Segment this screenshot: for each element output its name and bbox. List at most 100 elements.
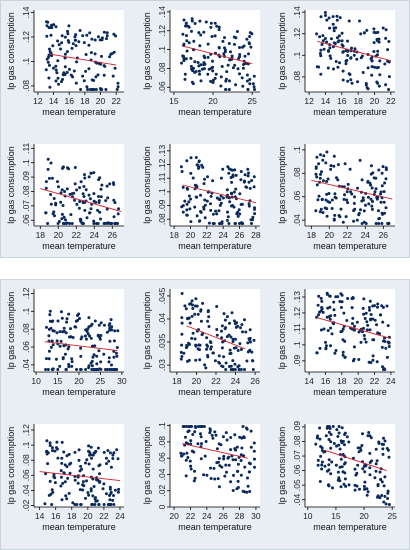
data-point bbox=[219, 194, 223, 198]
data-point bbox=[340, 441, 344, 445]
data-point bbox=[92, 219, 96, 223]
y-axis-title: lp gas consumption bbox=[142, 427, 152, 505]
data-point bbox=[183, 77, 187, 81]
data-point bbox=[87, 43, 91, 47]
data-point bbox=[181, 204, 185, 208]
data-point bbox=[211, 78, 215, 82]
data-point bbox=[252, 175, 256, 179]
x-axis-title: mean temperature bbox=[313, 241, 387, 251]
data-point bbox=[336, 295, 340, 299]
data-point bbox=[320, 460, 324, 464]
data-point bbox=[100, 54, 103, 58]
y-tick-label: .12 bbox=[157, 158, 167, 170]
x-tick-label: 22 bbox=[186, 511, 196, 521]
y-tick-label: .12 bbox=[21, 424, 31, 436]
data-point bbox=[376, 65, 380, 69]
data-point bbox=[332, 154, 336, 158]
data-point bbox=[63, 352, 67, 356]
data-point bbox=[112, 494, 115, 497]
data-point bbox=[248, 82, 252, 86]
data-point bbox=[181, 32, 185, 36]
data-point bbox=[206, 55, 210, 59]
x-tick-label: 12 bbox=[33, 96, 43, 106]
data-point bbox=[315, 32, 319, 36]
data-point bbox=[361, 306, 365, 310]
data-point bbox=[325, 292, 329, 296]
data-point bbox=[362, 334, 366, 337]
data-point bbox=[213, 477, 217, 481]
data-point bbox=[194, 344, 198, 348]
data-point bbox=[381, 320, 385, 324]
data-point bbox=[353, 488, 357, 492]
data-point bbox=[209, 477, 213, 480]
y-tick-label: .12 bbox=[21, 287, 31, 299]
data-point bbox=[359, 56, 363, 60]
data-point bbox=[210, 433, 214, 437]
data-point bbox=[370, 65, 374, 69]
y-tick-label: .12 bbox=[157, 25, 167, 37]
data-point bbox=[78, 488, 82, 492]
data-point bbox=[55, 331, 59, 335]
data-point bbox=[192, 479, 196, 483]
data-point bbox=[48, 63, 51, 67]
data-point bbox=[371, 358, 375, 362]
y-axis-title: lp gas consumption bbox=[6, 12, 16, 90]
data-point bbox=[60, 188, 64, 192]
data-point bbox=[116, 81, 120, 85]
data-point bbox=[252, 338, 256, 342]
data-point bbox=[54, 68, 58, 72]
data-point bbox=[318, 346, 322, 350]
data-point bbox=[378, 73, 382, 77]
x-axis-title: mean temperature bbox=[42, 522, 116, 532]
data-point bbox=[108, 322, 112, 326]
data-point bbox=[344, 62, 348, 66]
data-point bbox=[99, 360, 103, 364]
data-point bbox=[340, 329, 344, 333]
data-point bbox=[321, 310, 325, 314]
data-point bbox=[217, 360, 221, 364]
data-point bbox=[218, 222, 222, 225]
data-point bbox=[190, 314, 194, 318]
data-point bbox=[218, 203, 222, 207]
data-point bbox=[234, 346, 238, 350]
data-point bbox=[187, 358, 191, 362]
data-point bbox=[382, 436, 385, 440]
data-point bbox=[63, 35, 67, 39]
fit-line-4 bbox=[40, 188, 122, 213]
x-axis-title: mean temperature bbox=[313, 387, 387, 397]
data-point bbox=[318, 426, 322, 430]
data-point bbox=[203, 177, 206, 181]
x-tick-label: 10 bbox=[303, 511, 313, 521]
data-point bbox=[50, 446, 54, 450]
data-point bbox=[338, 465, 342, 469]
data-point bbox=[59, 310, 63, 314]
data-point bbox=[71, 501, 75, 505]
data-point bbox=[353, 324, 356, 328]
data-point bbox=[343, 461, 347, 465]
data-point bbox=[325, 214, 329, 218]
x-tick-label: 10 bbox=[31, 376, 41, 386]
data-point bbox=[367, 306, 371, 309]
data-point bbox=[381, 305, 385, 309]
data-point bbox=[314, 209, 318, 213]
data-point bbox=[239, 453, 243, 457]
data-point bbox=[211, 81, 215, 84]
data-point bbox=[251, 215, 255, 219]
data-point bbox=[85, 458, 89, 462]
data-point bbox=[187, 194, 191, 198]
data-point bbox=[107, 459, 111, 463]
data-point bbox=[239, 178, 243, 182]
data-point bbox=[231, 458, 235, 462]
data-point bbox=[354, 473, 358, 477]
x-tick-label: 20 bbox=[186, 230, 196, 240]
data-point bbox=[375, 360, 379, 364]
y-tick-label: .08 bbox=[21, 80, 31, 92]
data-point bbox=[358, 487, 361, 491]
data-point bbox=[377, 441, 381, 445]
data-point bbox=[334, 349, 338, 352]
data-point bbox=[222, 454, 226, 458]
data-point bbox=[62, 450, 66, 454]
data-point bbox=[245, 79, 249, 83]
data-point bbox=[330, 198, 334, 202]
data-point bbox=[185, 317, 189, 320]
